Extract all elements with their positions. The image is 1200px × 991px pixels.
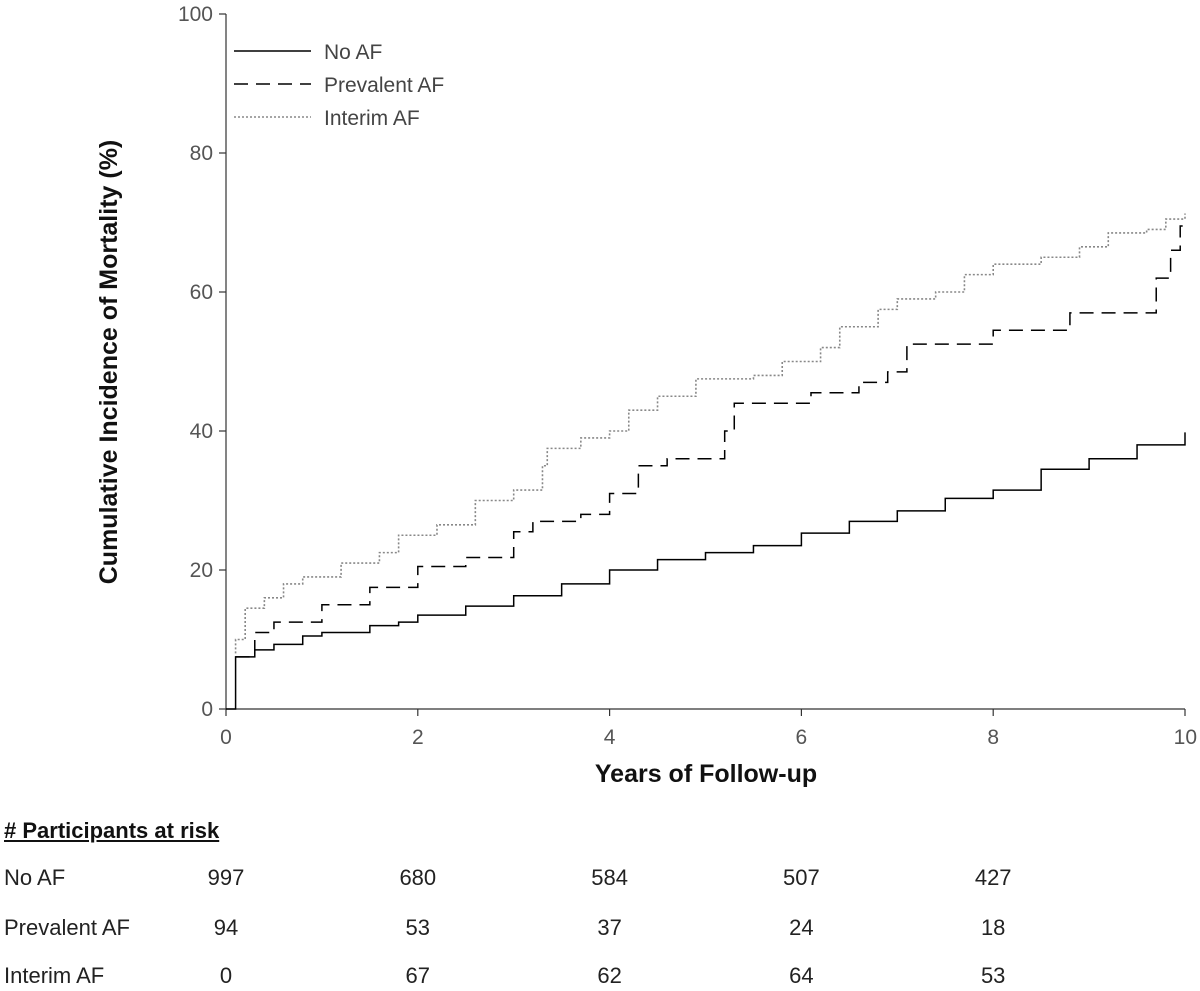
x-tick-label: 0: [220, 726, 232, 749]
risk-cell: 0: [219, 963, 233, 988]
x-tick-label: 2: [412, 726, 424, 749]
risk-cell: 64: [789, 963, 814, 988]
legend: No AF Prevalent AF Interim AF: [234, 41, 444, 130]
x-axis-title: Years of Follow-up: [595, 760, 817, 788]
y-tick-label: 80: [190, 142, 213, 165]
risk-cell: 680: [399, 865, 437, 890]
x-tick-label: 4: [604, 726, 616, 749]
series-line-interim-af: [234, 213, 1186, 654]
risk-cell: 427: [974, 865, 1012, 890]
survival-chart: 0 20 40 60 80 100 0 2 4 6 8 10 No AF Prevalent AF Int…: [95, 3, 1197, 788]
risk-cell: 997: [207, 865, 245, 890]
legend-label: Interim AF: [324, 107, 420, 130]
risk-cell: 53: [405, 915, 431, 940]
series-line-no-af: [226, 432, 1186, 710]
risk-cell: 62: [597, 963, 622, 988]
curves: [226, 213, 1186, 710]
risk-cell: 53: [980, 963, 1006, 988]
risk-cell: 584: [591, 865, 628, 890]
y-tick-label: 20: [190, 559, 213, 582]
risk-cell: 507: [783, 865, 820, 890]
risk-cell: 37: [597, 915, 622, 940]
legend-label: Prevalent AF: [324, 74, 444, 97]
x-tick-label: 6: [796, 726, 808, 749]
x-tick-label: 10: [1174, 726, 1197, 749]
axes: 0 20 40 60 80 100 0 2 4 6 8 10: [178, 3, 1197, 749]
legend-label: No AF: [324, 41, 382, 64]
risk-cell: 24: [789, 915, 814, 940]
y-tick-label: 0: [201, 698, 213, 721]
y-tick-label: 60: [190, 281, 213, 304]
risk-cell: 67: [405, 963, 431, 988]
x-tick-label: 8: [987, 726, 999, 749]
y-axis-title: Cumulative Incidence of Mortality (%): [95, 140, 123, 585]
risk-table-heading: # Participants at risk: [4, 818, 220, 843]
risk-cell: 18: [980, 915, 1006, 940]
risk-row-label: Interim AF: [4, 963, 105, 988]
y-tick-label: 40: [190, 420, 213, 443]
series-line-prevalent-af: [235, 225, 1185, 658]
y-tick-label: 100: [178, 3, 213, 26]
risk-row-label: No AF: [4, 865, 66, 890]
risk-cell: 94: [213, 915, 239, 940]
risk-row-label: Prevalent AF: [4, 915, 130, 940]
